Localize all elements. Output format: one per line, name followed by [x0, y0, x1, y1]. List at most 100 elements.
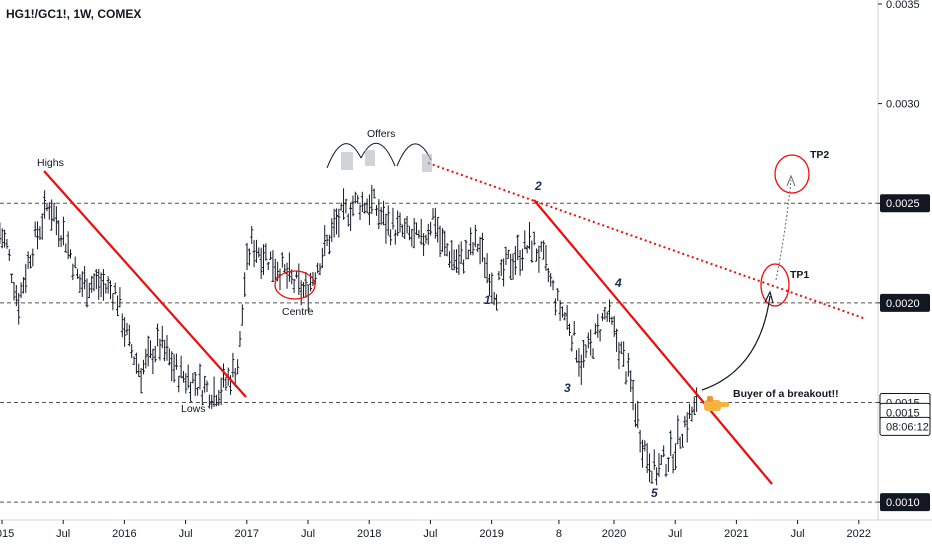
x-tick-label: 2022 — [847, 528, 871, 540]
trendline-2019[interactable] — [533, 199, 773, 485]
price-bar — [384, 213, 388, 244]
price-bar — [356, 195, 360, 204]
svg-text:0.0025: 0.0025 — [886, 198, 920, 210]
x-tick-label: Jul — [423, 528, 437, 540]
price-bar — [104, 283, 108, 294]
price-bar — [570, 335, 574, 352]
price-bar — [240, 304, 244, 326]
price-bar — [200, 389, 204, 406]
price-bar — [396, 210, 400, 237]
wave-label-1: 1 — [484, 293, 491, 307]
price-bar — [671, 453, 675, 474]
price-bar — [652, 449, 656, 470]
price-bar — [236, 359, 240, 375]
price-bar — [560, 306, 564, 318]
price-bar — [367, 194, 371, 226]
price-bar — [292, 279, 296, 293]
price-bar — [657, 453, 661, 477]
price-bar — [659, 454, 663, 465]
price-bar — [527, 222, 531, 250]
price-bar — [450, 240, 454, 271]
price-bar — [349, 202, 353, 232]
price-bar — [283, 264, 287, 273]
price-bar — [125, 322, 129, 336]
price-bar — [85, 278, 89, 308]
time-axis[interactable]: 2015 Jul 2016 Jul 2017 Jul 2018 Jul 2019 8 2020 Jul… — [0, 520, 871, 540]
price-bar — [24, 263, 28, 293]
price-bar — [504, 246, 508, 265]
price-bar — [306, 284, 310, 312]
price-bar — [47, 202, 51, 220]
price-bar — [692, 396, 696, 415]
price-bar — [210, 394, 214, 409]
horizontal-levels — [0, 202, 878, 503]
price-bar — [398, 212, 402, 233]
price-bar — [106, 276, 110, 294]
price-bar — [186, 364, 190, 389]
price-bar — [139, 368, 143, 394]
price-bar — [497, 271, 501, 281]
y-tick-label: 0.0035 — [886, 0, 920, 11]
price-bar — [386, 205, 390, 236]
svg-text:0.0010: 0.0010 — [886, 497, 920, 509]
price-bar — [12, 281, 16, 301]
x-tick-label: 2017 — [235, 528, 259, 540]
price-bar — [511, 253, 515, 280]
price-bar — [299, 280, 303, 306]
price-bar — [181, 370, 185, 383]
price-bar — [26, 251, 30, 269]
svg-text:08:06:12: 08:06:12 — [886, 421, 929, 433]
price-bar — [38, 226, 42, 240]
price-bar — [50, 199, 54, 231]
price-bar — [52, 202, 56, 222]
price-bar — [134, 352, 138, 374]
price-bar — [257, 247, 261, 258]
price-bar — [506, 249, 510, 259]
symbol-title: HG1!/GC1!, 1W, COMEX — [6, 7, 141, 21]
price-bar — [19, 282, 23, 299]
price-bar — [415, 222, 419, 236]
price-bar — [622, 341, 626, 367]
price-bar — [648, 453, 652, 483]
offers-label: Offers — [367, 128, 395, 140]
price-bar — [346, 213, 350, 227]
price-bar — [5, 238, 9, 249]
price-bar — [144, 348, 148, 369]
price-bar — [170, 351, 174, 382]
trendline-2015[interactable] — [43, 170, 247, 398]
price-bar — [320, 247, 324, 268]
price-bar — [130, 344, 134, 359]
price-bar — [370, 185, 374, 214]
wave-label-5: 5 — [651, 486, 658, 500]
price-bar — [78, 274, 82, 293]
price-bar — [662, 445, 666, 458]
x-tick-label: 2015 — [0, 528, 14, 540]
price-bar — [568, 323, 572, 336]
price-bar — [118, 287, 122, 308]
price-bar — [45, 202, 49, 212]
price-bar — [238, 331, 242, 347]
price-bar — [495, 294, 499, 311]
price-bar — [363, 202, 367, 214]
price-bar — [365, 198, 369, 214]
price-bar — [10, 273, 14, 283]
wave-label-3: 3 — [564, 381, 571, 395]
price-bar — [664, 464, 668, 477]
price-bar — [97, 268, 101, 300]
price-bar — [54, 206, 58, 236]
price-bar — [445, 243, 449, 257]
price-bar — [492, 291, 496, 306]
price-bar — [431, 208, 435, 220]
price-bar — [476, 243, 480, 253]
price-bar — [471, 241, 475, 256]
price-bar — [334, 208, 338, 235]
price-badge: 0.0010 — [880, 493, 930, 512]
price-bars — [0, 185, 699, 486]
price-bar — [294, 270, 298, 279]
svg-text:0.0020: 0.0020 — [886, 298, 920, 310]
price-bar — [436, 216, 440, 243]
price-bar — [591, 348, 595, 359]
price-bar — [615, 328, 619, 352]
price-bar — [33, 221, 37, 238]
price-bar — [28, 255, 32, 269]
